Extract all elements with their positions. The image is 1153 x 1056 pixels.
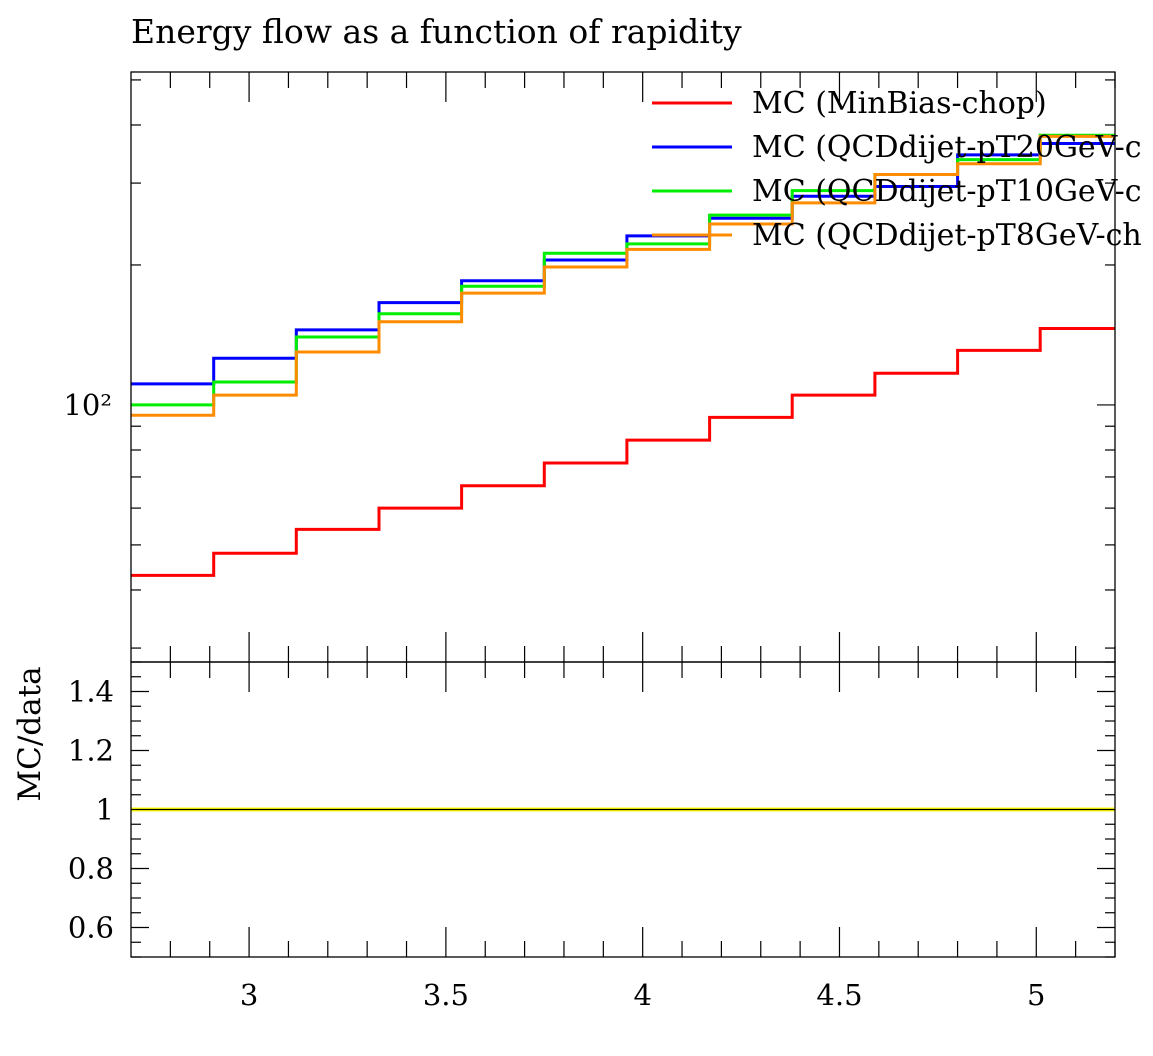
legend-label: MC (QCDdijet-pT20GeV-c bbox=[752, 130, 1142, 165]
x-tick-label: 3 bbox=[240, 978, 258, 1012]
series-line-4 bbox=[131, 134, 1115, 417]
ratio-y-tick-label: 1.2 bbox=[68, 734, 114, 768]
ratio-y-tick-label: 0.8 bbox=[68, 852, 114, 886]
legend: MC (MinBias-chop) MC (QCDdijet-pT20GeV-c M… bbox=[652, 86, 1142, 253]
ratio-axis-ticks: 0.6 0.8 1 1.2 1.4 3 3.5 4 4.5 5 bbox=[68, 661, 1116, 1012]
series-lines bbox=[131, 133, 1115, 577]
x-tick-label: 4.5 bbox=[816, 978, 862, 1012]
ratio-y-tick-label: 1 bbox=[96, 793, 114, 827]
x-tick-label: 4 bbox=[633, 978, 651, 1012]
main-y-tick-label: 10² bbox=[63, 388, 112, 422]
series-line-1 bbox=[131, 327, 1115, 577]
ratio-plot-frame bbox=[130, 661, 1116, 958]
legend-label: MC (QCDdijet-pT10GeV-c bbox=[752, 174, 1142, 209]
main-axis-ticks: 10² bbox=[63, 72, 1116, 662]
legend-label: MC (MinBias-chop) bbox=[752, 86, 1047, 121]
chart-title: Energy flow as a function of rapidity bbox=[131, 12, 742, 51]
x-tick-label: 5 bbox=[1027, 978, 1045, 1012]
ratio-band bbox=[131, 807, 1115, 812]
ratio-y-tick-label: 1.4 bbox=[68, 675, 114, 709]
legend-label: MC (QCDdijet-pT8GeV-ch bbox=[752, 218, 1142, 253]
ratio-y-tick-label: 0.6 bbox=[68, 911, 114, 945]
ratio-y-axis-label: MC/data bbox=[12, 666, 48, 801]
x-tick-label: 3.5 bbox=[423, 978, 469, 1012]
